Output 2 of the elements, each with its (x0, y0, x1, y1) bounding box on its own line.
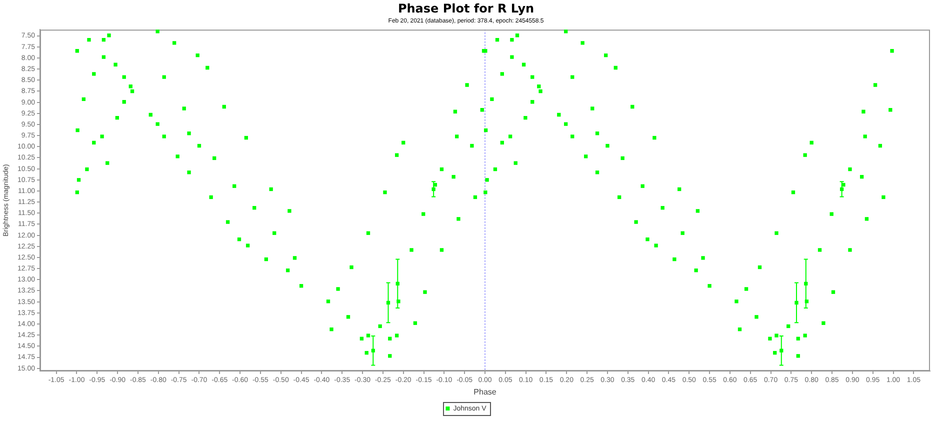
x-axis-title: Phase (474, 387, 497, 396)
chart-title: Phase Plot for R Lyn (398, 1, 534, 16)
